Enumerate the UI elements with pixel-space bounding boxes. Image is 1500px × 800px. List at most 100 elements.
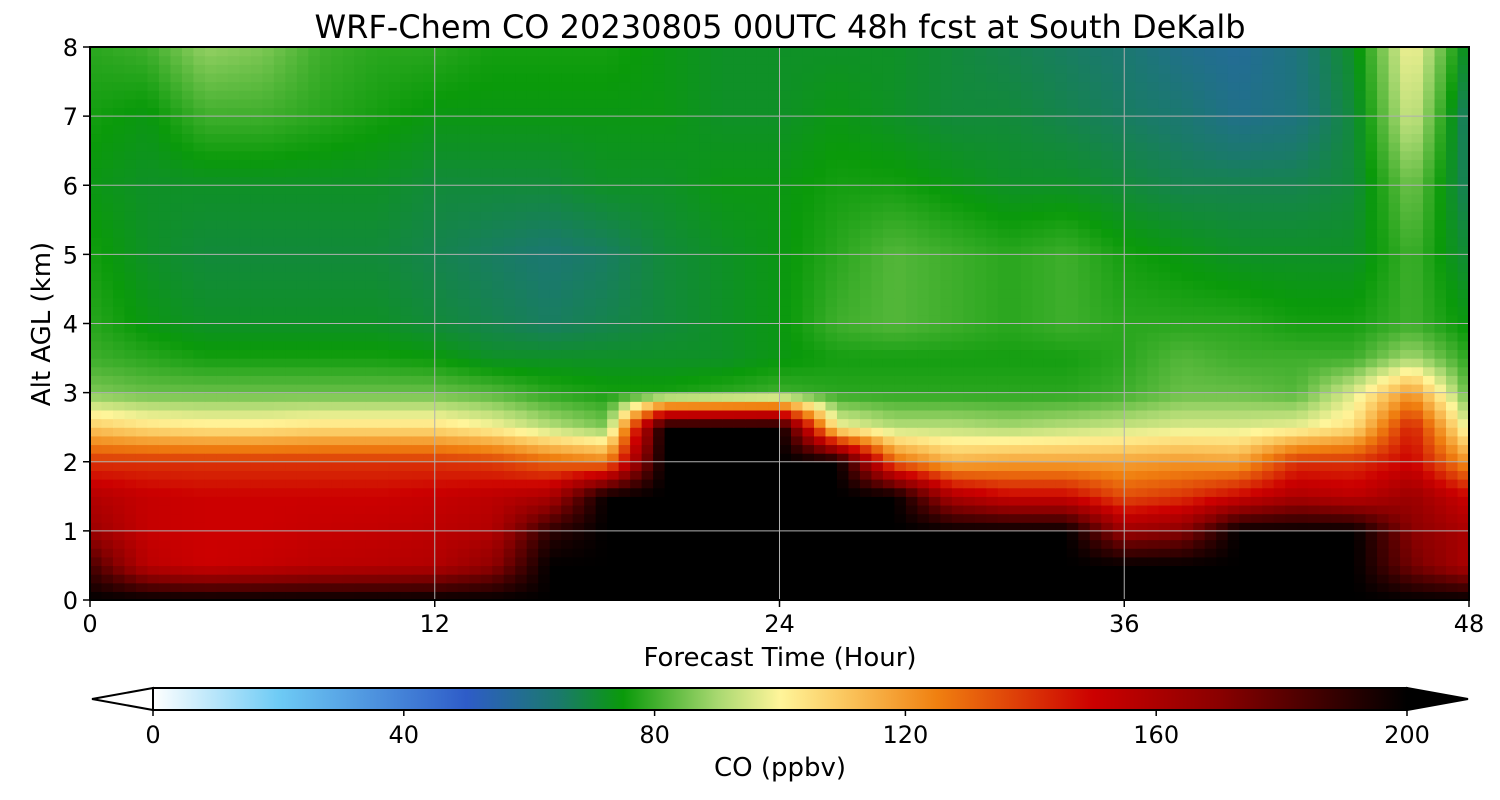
contour-cell bbox=[1112, 401, 1125, 411]
contour-cell bbox=[687, 574, 700, 584]
contour-cell bbox=[1101, 401, 1114, 411]
contour-cell bbox=[1250, 323, 1263, 333]
contour-cell bbox=[1101, 349, 1114, 359]
contour-cell bbox=[365, 539, 378, 549]
contour-cell bbox=[124, 237, 137, 247]
contour-cell bbox=[1250, 453, 1263, 463]
contour-cell bbox=[595, 548, 608, 558]
contour-cell bbox=[446, 323, 459, 333]
contour-cell bbox=[836, 401, 850, 411]
contour-cell bbox=[1365, 340, 1378, 351]
contour-cell bbox=[319, 366, 332, 376]
contour-cell bbox=[951, 427, 964, 437]
contour-cell bbox=[296, 427, 309, 437]
contour-cell bbox=[722, 401, 735, 411]
contour-cell bbox=[262, 539, 275, 549]
contour-cell bbox=[997, 392, 1010, 402]
contour-cell bbox=[135, 340, 149, 351]
contour-cell bbox=[1204, 254, 1217, 264]
contour-cell bbox=[722, 392, 735, 402]
contour-cell bbox=[1135, 263, 1148, 273]
contour-cell bbox=[365, 375, 378, 385]
contour-cell bbox=[790, 427, 804, 437]
contour-cell bbox=[423, 254, 436, 264]
contour-cell bbox=[1239, 392, 1252, 402]
contour-cell bbox=[1216, 332, 1229, 342]
contour-cell bbox=[676, 461, 689, 471]
contour-cell bbox=[664, 271, 677, 281]
contour-cell bbox=[1308, 358, 1321, 368]
contour-cell bbox=[641, 288, 654, 299]
contour-cell bbox=[1331, 366, 1344, 376]
contour-cell bbox=[687, 453, 700, 463]
contour-cell bbox=[411, 435, 424, 446]
contour-cell bbox=[1032, 522, 1045, 532]
contour-cell bbox=[446, 522, 459, 532]
contour-cell bbox=[158, 435, 172, 446]
contour-cell bbox=[1365, 418, 1378, 428]
contour-cell bbox=[1434, 375, 1447, 385]
contour-cell bbox=[400, 323, 413, 333]
contour-cell bbox=[641, 237, 654, 247]
contour-cell bbox=[227, 574, 240, 584]
contour-cell bbox=[1158, 409, 1171, 420]
contour-cell bbox=[135, 254, 149, 264]
contour-cell bbox=[848, 582, 861, 592]
contour-cell bbox=[158, 591, 172, 600]
contour-cell bbox=[1009, 340, 1022, 351]
contour-cell bbox=[90, 496, 103, 506]
contour-cell bbox=[1319, 314, 1332, 325]
contour-cell bbox=[1170, 306, 1183, 316]
contour-cell bbox=[480, 332, 493, 342]
contour-cell bbox=[997, 470, 1010, 480]
contour-cell bbox=[1423, 280, 1436, 290]
contour-cell bbox=[1239, 487, 1252, 497]
contour-cell bbox=[871, 461, 884, 471]
contour-cell bbox=[250, 513, 263, 523]
contour-cell bbox=[354, 280, 367, 290]
contour-cell bbox=[1400, 401, 1413, 411]
contour-cell bbox=[204, 444, 218, 454]
contour-cell bbox=[262, 237, 275, 247]
contour-cell bbox=[733, 548, 746, 558]
contour-cell bbox=[124, 401, 137, 411]
contour-cell bbox=[1112, 453, 1125, 463]
contour-cell bbox=[871, 288, 884, 299]
contour-cell bbox=[1020, 297, 1033, 307]
contour-cell bbox=[285, 461, 298, 471]
contour-cell bbox=[1296, 409, 1309, 420]
contour-cell bbox=[1239, 340, 1252, 351]
contour-cell bbox=[1342, 548, 1355, 558]
contour-cell bbox=[1411, 522, 1424, 532]
contour-cell bbox=[802, 453, 815, 463]
contour-cell bbox=[331, 496, 344, 506]
contour-cell bbox=[1457, 504, 1469, 515]
contour-cell bbox=[1377, 383, 1390, 394]
contour-cell bbox=[469, 366, 482, 376]
contour-cell bbox=[768, 574, 781, 584]
contour-cell bbox=[354, 582, 367, 592]
contour-cell bbox=[584, 409, 597, 420]
contour-cell bbox=[986, 323, 999, 333]
contour-cell bbox=[917, 435, 930, 446]
contour-cell bbox=[1388, 245, 1401, 255]
contour-cell bbox=[549, 254, 562, 264]
contour-cell bbox=[365, 288, 378, 299]
contour-cell bbox=[503, 306, 516, 316]
contour-cell bbox=[710, 418, 723, 428]
contour-cell bbox=[1055, 314, 1068, 325]
contour-cell bbox=[1216, 435, 1229, 446]
contour-cell bbox=[733, 427, 746, 437]
contour-cell bbox=[1170, 530, 1183, 541]
contour-cell bbox=[1135, 435, 1148, 446]
contour-cell bbox=[1331, 280, 1344, 290]
contour-cell bbox=[836, 548, 850, 558]
contour-cell bbox=[1354, 548, 1367, 558]
contour-cell bbox=[1457, 349, 1469, 359]
contour-cell bbox=[1055, 435, 1068, 446]
contour-cell bbox=[1457, 453, 1469, 463]
contour-cell bbox=[768, 556, 781, 567]
contour-cell bbox=[1285, 582, 1298, 592]
contour-cell bbox=[296, 263, 309, 273]
contour-cell bbox=[1204, 513, 1217, 523]
